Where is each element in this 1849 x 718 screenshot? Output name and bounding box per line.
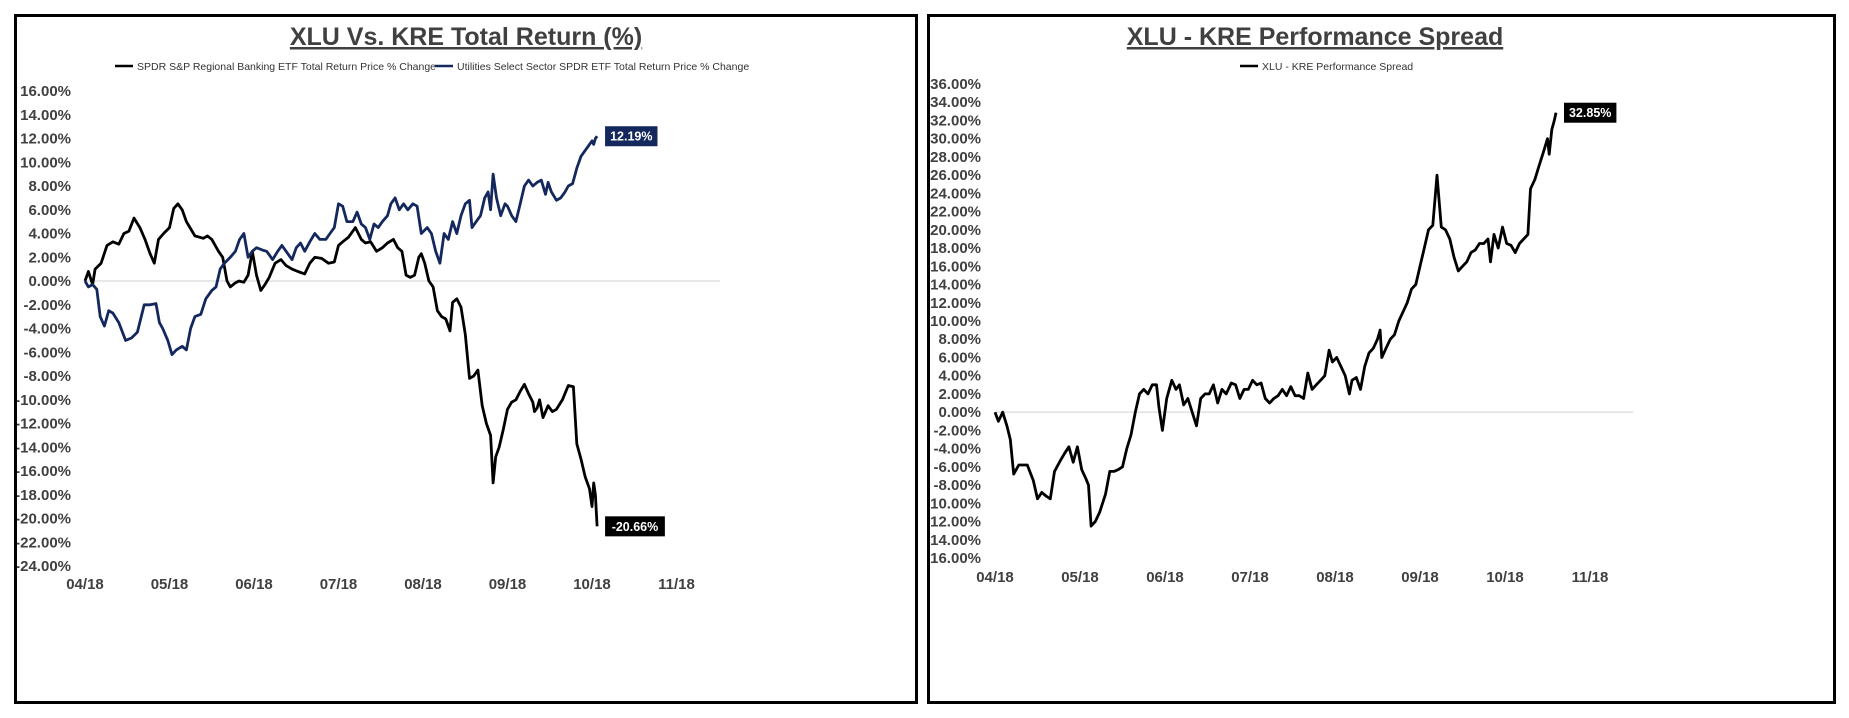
end-value-label-text: -20.66% — [612, 520, 659, 534]
y-tick-label: -6.00% — [23, 344, 71, 361]
y-tick-label: -12.00% — [17, 416, 71, 433]
legend-label-xlu: Utilities Select Sector SPDR ETF Total R… — [457, 61, 749, 73]
y-tick-label: 36.00% — [930, 76, 981, 93]
y-tick-label: 0.00% — [938, 404, 981, 421]
x-tick-label: 11/18 — [658, 576, 695, 593]
x-tick-label: 10/18 — [1486, 569, 1524, 586]
y-tick-label: 34.00% — [930, 94, 981, 111]
x-tick-label: 06/18 — [1146, 569, 1184, 586]
y-tick-label: 24.00% — [930, 185, 981, 202]
series-line-0 — [993, 112, 1558, 528]
y-tick-label: -14.00% — [17, 439, 71, 456]
series-lines — [993, 112, 1558, 528]
x-tick-label: 09/18 — [489, 576, 527, 593]
end-labels: -20.66% 12.19% — [605, 126, 665, 537]
y-tick-label: -20.00% — [17, 511, 71, 528]
y-tick-label: -2.00% — [933, 422, 981, 439]
legend: SPDR S&P Regional Banking ETF Total Retu… — [115, 61, 749, 73]
y-tick-label: -22.00% — [17, 534, 71, 551]
end-value-label-box — [605, 126, 658, 147]
y-tick-label: 0.00% — [28, 273, 71, 290]
legend-label-kre: SPDR S&P Regional Banking ETF Total Retu… — [137, 61, 436, 73]
end-value-label-box — [1564, 102, 1617, 123]
y-tick-label: 8.00% — [28, 178, 71, 195]
end-value-label-text: 12.19% — [610, 130, 652, 144]
y-tick-label: 4.00% — [28, 226, 71, 243]
total-return-chart-panel: XLU Vs. KRE Total Return (%) SPDR S&P Re… — [14, 14, 918, 704]
y-tick-label: 16.00% — [930, 258, 981, 275]
y-tick-label: 26.00% — [930, 167, 981, 184]
chart-title: XLU - KRE Performance Spread — [1127, 23, 1504, 51]
y-tick-label: 16.00% — [20, 83, 71, 100]
end-value-label-text: 32.85% — [1569, 106, 1611, 120]
y-tick-label: -10.00% — [930, 495, 981, 512]
y-tick-label: 10.00% — [930, 313, 981, 330]
x-tick-label: 11/18 — [1572, 569, 1609, 586]
total-return-chart: XLU Vs. KRE Total Return (%) SPDR S&P Re… — [17, 23, 749, 593]
x-axis: 04/18 05/18 06/18 07/18 08/18 09/18 10/18 11/18 — [976, 569, 1608, 586]
chart-title: XLU Vs. KRE Total Return (%) — [290, 23, 642, 51]
y-tick-label: 2.00% — [28, 249, 71, 266]
y-tick-label: -24.00% — [17, 558, 71, 575]
y-tick-label: -16.00% — [17, 463, 71, 480]
y-tick-label: -8.00% — [933, 477, 981, 494]
legend-label-spread: XLU - KRE Performance Spread — [1262, 61, 1413, 73]
x-tick-label: 06/18 — [235, 576, 273, 593]
x-tick-label: 07/18 — [320, 576, 358, 593]
y-tick-label: -6.00% — [933, 459, 981, 476]
y-tick-label: -4.00% — [933, 441, 981, 458]
x-tick-label: 05/18 — [151, 576, 189, 593]
end-value-label-0: 32.85% — [1564, 102, 1617, 123]
y-tick-label: 6.00% — [28, 202, 71, 219]
y-tick-label: 28.00% — [930, 149, 981, 166]
x-tick-label: 04/18 — [976, 569, 1014, 586]
end-value-label-1: 12.19% — [605, 126, 658, 147]
x-tick-label: 10/18 — [573, 576, 611, 593]
x-axis: 04/18 05/18 06/18 07/18 08/18 09/18 10/18 11/18 — [66, 576, 695, 593]
y-tick-label: -10.00% — [17, 392, 71, 409]
y-tick-label: 12.00% — [930, 295, 981, 312]
y-tick-label: 6.00% — [938, 349, 981, 366]
end-labels: 32.85% — [1564, 102, 1617, 123]
y-tick-label: -4.00% — [23, 321, 71, 338]
y-tick-label: -18.00% — [17, 487, 71, 504]
y-tick-label: 2.00% — [938, 386, 981, 403]
x-tick-label: 09/18 — [1401, 569, 1439, 586]
end-value-label-0: -20.66% — [605, 516, 665, 537]
performance-spread-chart: XLU - KRE Performance Spread XLU - KRE P… — [930, 23, 1633, 586]
x-tick-label: 07/18 — [1231, 569, 1269, 586]
y-tick-label: 4.00% — [938, 368, 981, 385]
series-line-1 — [83, 135, 599, 357]
y-tick-label: 10.00% — [20, 154, 71, 171]
x-tick-label: 04/18 — [66, 576, 104, 593]
y-tick-label: 14.00% — [20, 107, 71, 124]
y-tick-label: -16.00% — [930, 550, 981, 567]
y-tick-label: 8.00% — [938, 331, 981, 348]
y-tick-label: 32.00% — [930, 112, 981, 129]
end-value-label-box — [605, 516, 665, 537]
x-tick-label: 08/18 — [404, 576, 442, 593]
x-tick-label: 08/18 — [1316, 569, 1354, 586]
y-tick-label: -8.00% — [23, 368, 71, 385]
y-tick-label: -12.00% — [930, 514, 981, 531]
y-tick-label: 30.00% — [930, 131, 981, 148]
y-tick-label: 14.00% — [930, 277, 981, 294]
performance-spread-chart-panel: XLU - KRE Performance Spread XLU - KRE P… — [927, 14, 1836, 704]
series-lines — [83, 135, 599, 527]
y-axis: 36.00%34.00%32.00% 30.00%28.00%26.00%24.0… — [930, 76, 981, 567]
y-tick-label: -14.00% — [930, 532, 981, 549]
x-tick-label: 05/18 — [1061, 569, 1099, 586]
y-tick-label: 12.00% — [20, 131, 71, 148]
y-tick-label: 18.00% — [930, 240, 981, 257]
y-tick-label: 20.00% — [930, 222, 981, 239]
y-tick-label: -2.00% — [23, 297, 71, 314]
legend: XLU - KRE Performance Spread — [1240, 61, 1413, 73]
series-line-0 — [83, 202, 599, 527]
y-axis: 16.00% 14.00% 12.00% 10.00% 8.00% 6.00% 4.00% 2… — [17, 83, 71, 575]
y-tick-label: 22.00% — [930, 204, 981, 221]
